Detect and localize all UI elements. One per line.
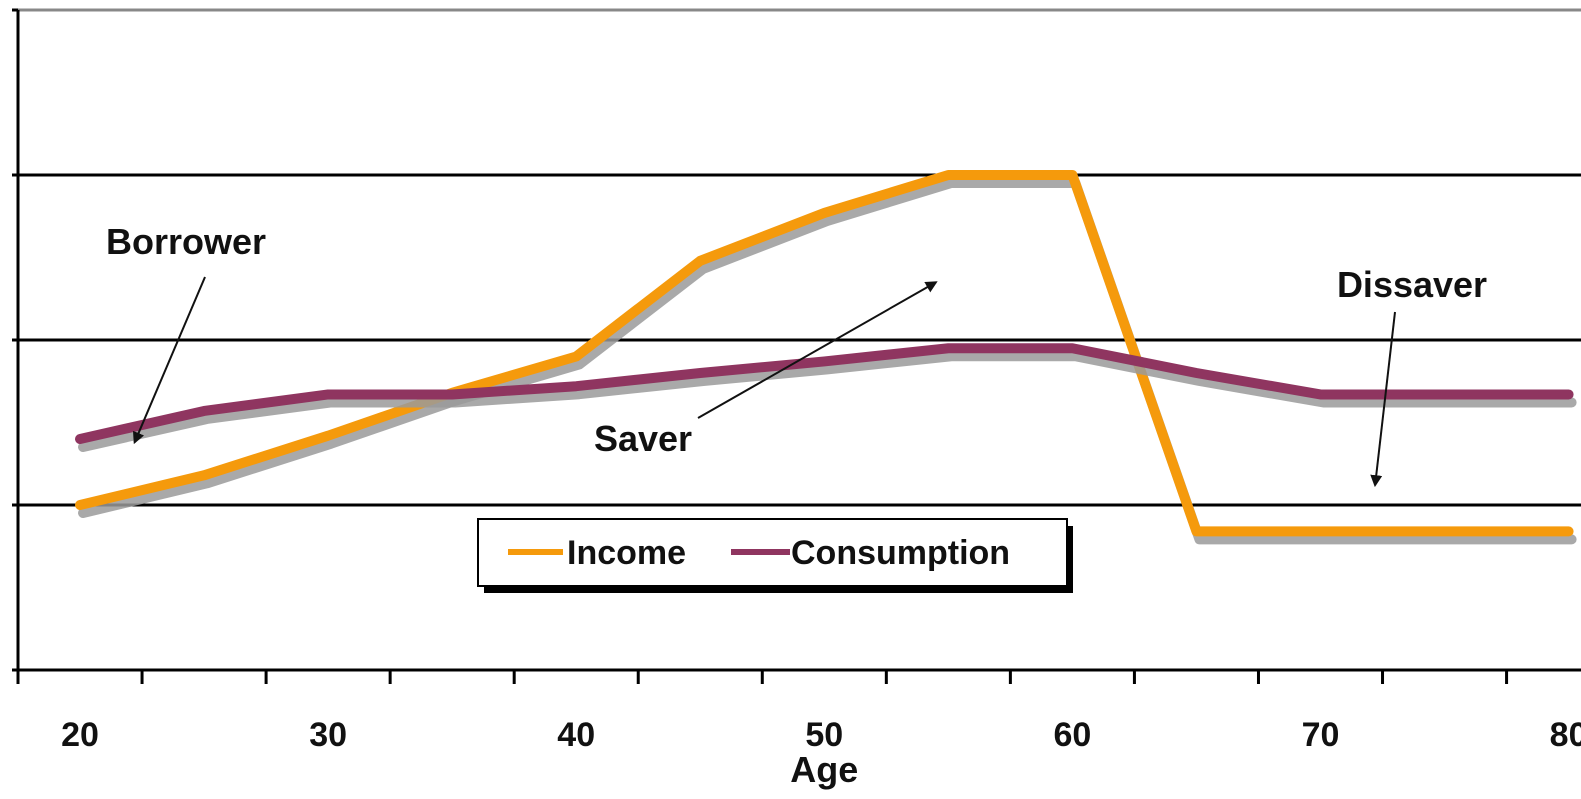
- x-tick-label: 40: [557, 716, 595, 754]
- annotation-arrow: [1370, 311, 1396, 488]
- x-tick-label: 50: [805, 716, 843, 754]
- axes: 20 30 40 50 60 70 80: [12, 8, 1581, 754]
- annotation-saver: Saver: [594, 418, 692, 459]
- x-tick-label: 80: [1550, 716, 1581, 754]
- legend-label-consumption: Consumption: [791, 534, 1010, 572]
- consumption-line: [75, 343, 1574, 444]
- x-axis-title: Age: [790, 749, 858, 790]
- annotation-arrow: [697, 281, 938, 419]
- x-tick-label: 60: [1053, 716, 1091, 754]
- series: [75, 170, 1577, 545]
- consumption-line-shadow: [78, 351, 1577, 452]
- annotation-arrow: [133, 276, 206, 445]
- x-tick-label: 20: [61, 716, 99, 754]
- income-line-shadow: [78, 178, 1577, 545]
- legend: Income Consumption: [477, 518, 1073, 593]
- gridlines: [18, 8, 1581, 507]
- annotations: Borrower Saver Dissaver: [106, 221, 1487, 488]
- annotation-borrower: Borrower: [106, 221, 266, 262]
- legend-label-income: Income: [567, 534, 686, 572]
- x-tick-label: 30: [309, 716, 347, 754]
- annotation-dissaver: Dissaver: [1337, 264, 1487, 305]
- income-line: [75, 170, 1574, 537]
- x-tick-label: 70: [1302, 716, 1340, 754]
